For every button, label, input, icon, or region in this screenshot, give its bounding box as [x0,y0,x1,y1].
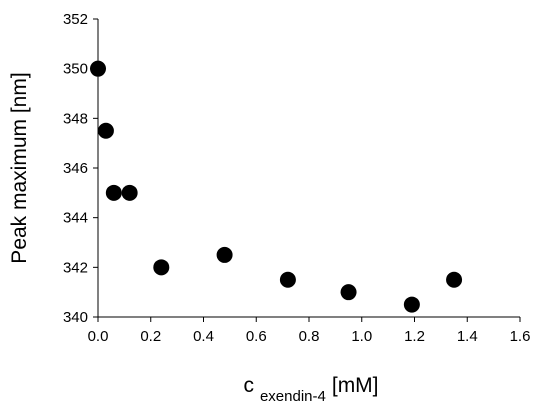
y-tick-label: 342 [63,259,88,276]
data-point [121,184,138,201]
data-point [403,296,420,313]
x-tick-label: 1.4 [457,328,478,345]
x-axis-label-main: c [243,374,254,397]
data-point [90,60,106,77]
x-tick-label: 1.0 [351,328,372,345]
x-tick-label: 0.2 [140,328,161,345]
data-point [97,122,114,139]
x-tick-label: 0.8 [299,328,320,345]
y-axis-label: Peak maximum [nm] [8,72,31,263]
data-point [216,246,233,263]
data-point [153,259,170,276]
data-point [279,271,296,288]
x-tick-label: 0.6 [246,328,267,345]
data-point [446,271,463,288]
x-axis-label-unit: [mM] [332,374,379,397]
x-axis-ticks: 0.0 0.2 0.4 0.6 0.8 1.0 1.2 1.4 1.6 [88,317,531,345]
data-points [90,60,463,313]
y-tick-label: 340 [63,309,88,326]
y-tick-label: 344 [63,210,88,227]
y-tick-label: 352 [63,11,88,28]
y-tick-label: 346 [63,160,88,177]
y-axis-ticks: 340 342 344 346 348 350 352 [63,11,98,326]
data-point [105,184,122,201]
y-tick-label: 350 [63,61,88,78]
x-tick-label: 1.6 [510,328,531,345]
x-tick-label: 0.4 [193,328,214,345]
y-tick-label: 348 [63,110,88,127]
x-axis-label-subscript: exendin-4 [260,388,326,405]
x-tick-label: 1.2 [404,328,425,345]
x-axis-label: c exendin-4 [mM] [243,374,378,405]
x-tick-label: 0.0 [88,328,109,345]
data-point [340,284,357,301]
